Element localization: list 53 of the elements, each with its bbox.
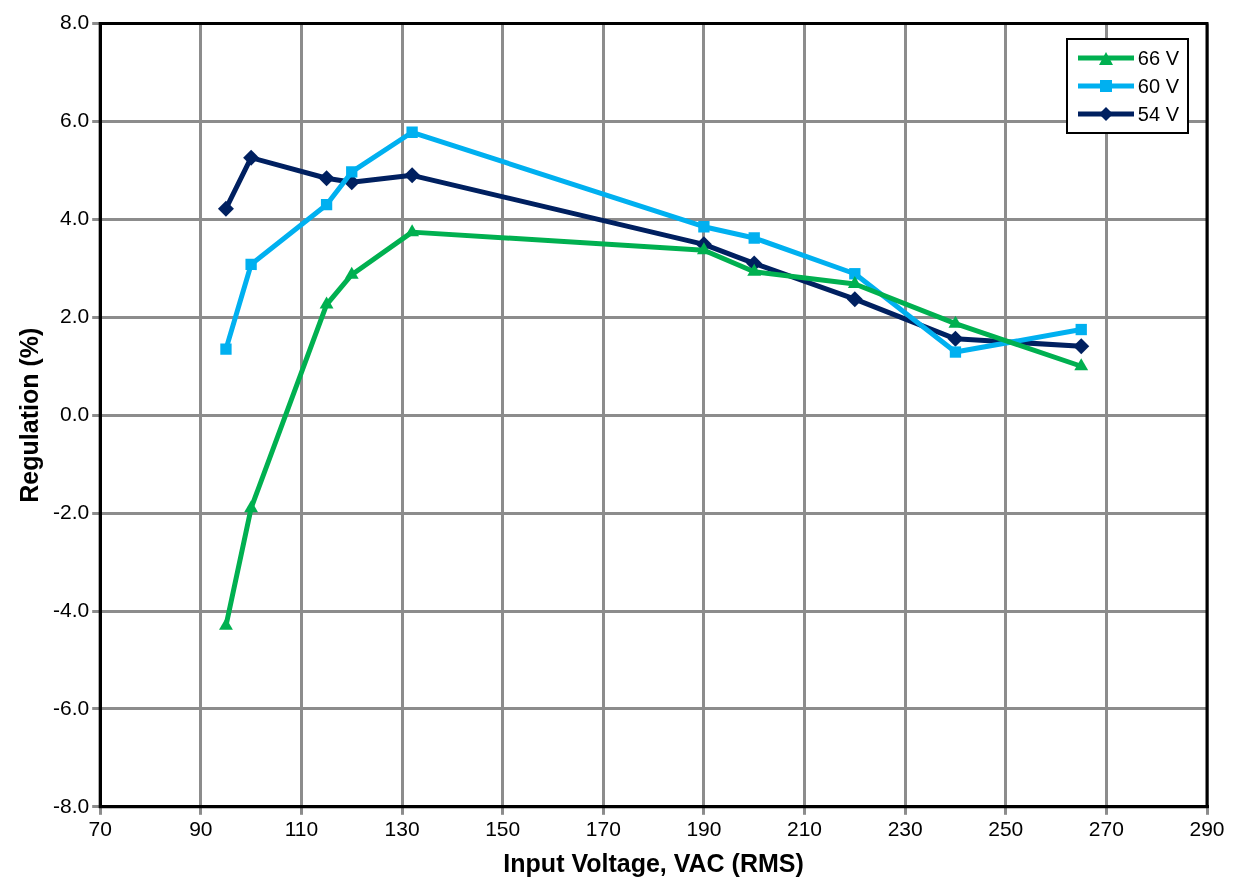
point — [405, 224, 420, 237]
y-tick-label: 2.0 — [59, 304, 90, 328]
point — [847, 276, 862, 289]
point — [245, 258, 257, 271]
point — [219, 617, 233, 630]
y-tick-label: -6.0 — [53, 695, 90, 719]
x-tick-label: 210 — [787, 817, 823, 841]
point — [320, 199, 333, 211]
point — [406, 126, 418, 138]
point — [244, 500, 259, 513]
point — [220, 343, 232, 355]
x-tick-label: 110 — [284, 817, 319, 841]
x-tick-label: 70 — [88, 817, 112, 841]
x-tick-label: 190 — [686, 817, 722, 841]
y-tick-label: 8.0 — [59, 10, 90, 34]
x-tick-label: 290 — [1189, 817, 1225, 841]
x-tick-label: 250 — [988, 817, 1024, 841]
legend-label: 54 V — [1137, 102, 1179, 126]
point — [1074, 358, 1089, 371]
y-tick-label: 6.0 — [59, 108, 90, 132]
point — [404, 167, 421, 184]
point — [243, 149, 260, 166]
y-tick-label: -8.0 — [53, 793, 90, 817]
x-tick-label: 90 — [189, 817, 213, 841]
y-axis-title: Regulation (%) — [14, 327, 43, 503]
point — [217, 200, 234, 217]
point — [1075, 323, 1087, 336]
legend-label: 60 V — [1137, 74, 1179, 98]
y-tick-label: -2.0 — [53, 499, 90, 523]
y-tick-label: 0.0 — [59, 402, 90, 425]
x-tick-label: 130 — [384, 817, 420, 841]
point — [849, 268, 861, 280]
x-tick-label: 150 — [485, 817, 521, 841]
x-tick-label: 230 — [887, 817, 923, 841]
point — [698, 221, 710, 233]
point — [1073, 338, 1090, 355]
point — [947, 330, 964, 347]
point — [318, 170, 335, 187]
x-tick-label: 170 — [585, 817, 621, 841]
point — [344, 266, 359, 279]
y-tick-label: -4.0 — [53, 597, 90, 621]
legend-label: 66 V — [1137, 46, 1179, 70]
point — [319, 296, 334, 309]
point — [696, 242, 711, 255]
point — [948, 315, 963, 328]
point — [748, 232, 760, 244]
x-axis-title: Input Voltage, VAC (RMS) — [503, 848, 804, 877]
point — [949, 346, 962, 358]
point — [747, 263, 762, 276]
point — [846, 291, 863, 308]
y-tick-label: 4.0 — [59, 206, 90, 230]
x-tick-label: 270 — [1088, 817, 1124, 841]
point — [346, 166, 358, 178]
